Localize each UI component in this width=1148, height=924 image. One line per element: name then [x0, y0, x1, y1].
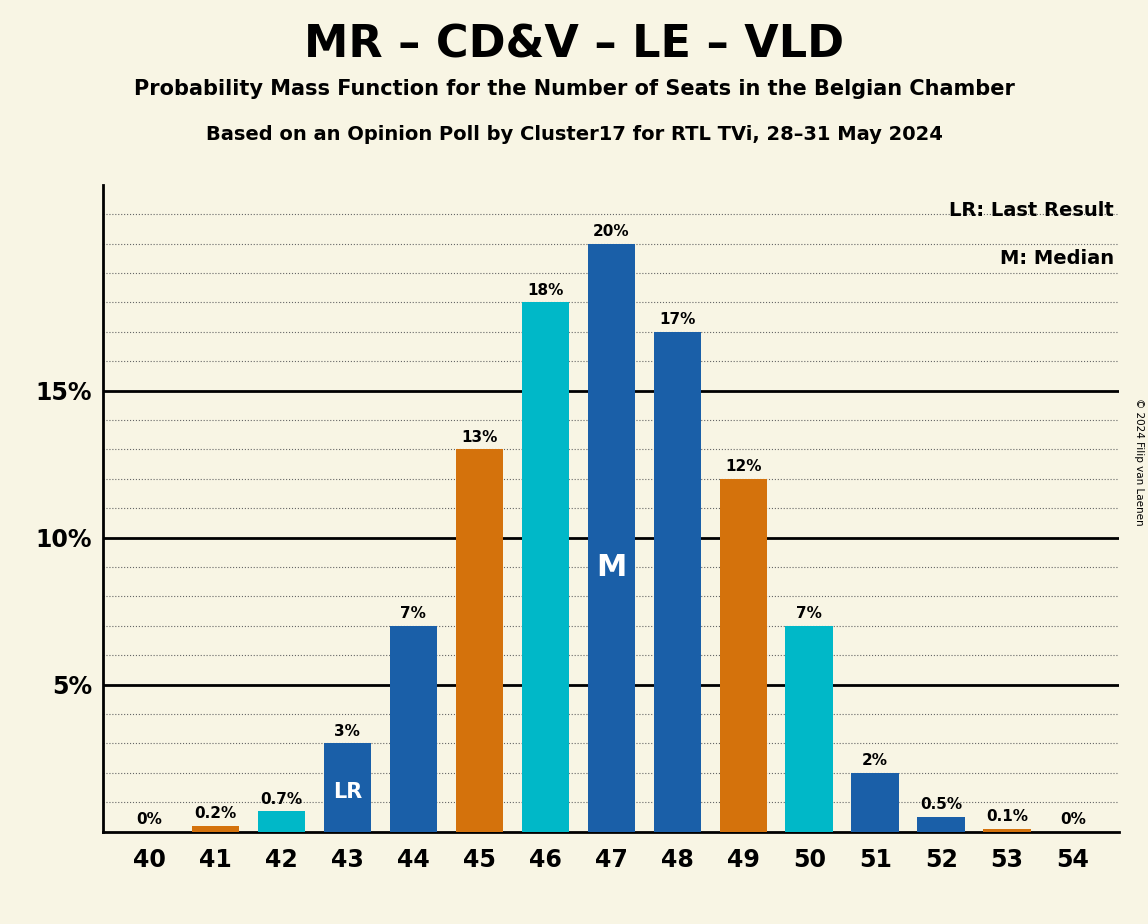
- Text: 0%: 0%: [137, 812, 162, 827]
- Text: 20%: 20%: [594, 225, 629, 239]
- Text: 2%: 2%: [862, 753, 889, 769]
- Bar: [521, 302, 569, 832]
- Bar: [257, 811, 305, 832]
- Text: 3%: 3%: [334, 724, 360, 739]
- Text: 7%: 7%: [797, 606, 822, 621]
- Bar: [917, 817, 965, 832]
- Text: © 2024 Filip van Laenen: © 2024 Filip van Laenen: [1134, 398, 1143, 526]
- Text: 0%: 0%: [1061, 812, 1086, 827]
- Bar: [785, 626, 833, 832]
- Text: Probability Mass Function for the Number of Seats in the Belgian Chamber: Probability Mass Function for the Number…: [133, 79, 1015, 99]
- Text: 12%: 12%: [726, 459, 761, 474]
- Text: 17%: 17%: [659, 312, 696, 327]
- Text: LR: LR: [333, 782, 362, 802]
- Text: 18%: 18%: [527, 283, 564, 298]
- Text: MR – CD&V – LE – VLD: MR – CD&V – LE – VLD: [304, 23, 844, 67]
- Bar: [324, 744, 371, 832]
- Bar: [653, 332, 701, 832]
- Bar: [588, 244, 635, 832]
- Text: 0.2%: 0.2%: [194, 807, 236, 821]
- Text: M: Median: M: Median: [1000, 249, 1115, 269]
- Text: LR: Last Result: LR: Last Result: [949, 201, 1115, 220]
- Bar: [984, 829, 1031, 832]
- Bar: [720, 479, 767, 832]
- Text: M: M: [596, 553, 627, 581]
- Text: 0.5%: 0.5%: [920, 797, 962, 812]
- Bar: [192, 826, 239, 832]
- Text: 0.1%: 0.1%: [986, 809, 1029, 824]
- Bar: [456, 449, 503, 832]
- Bar: [389, 626, 437, 832]
- Text: 13%: 13%: [461, 430, 497, 445]
- Bar: [852, 772, 899, 832]
- Text: Based on an Opinion Poll by Cluster17 for RTL TVi, 28–31 May 2024: Based on an Opinion Poll by Cluster17 fo…: [205, 125, 943, 144]
- Text: 7%: 7%: [401, 606, 426, 621]
- Text: 0.7%: 0.7%: [261, 792, 303, 807]
